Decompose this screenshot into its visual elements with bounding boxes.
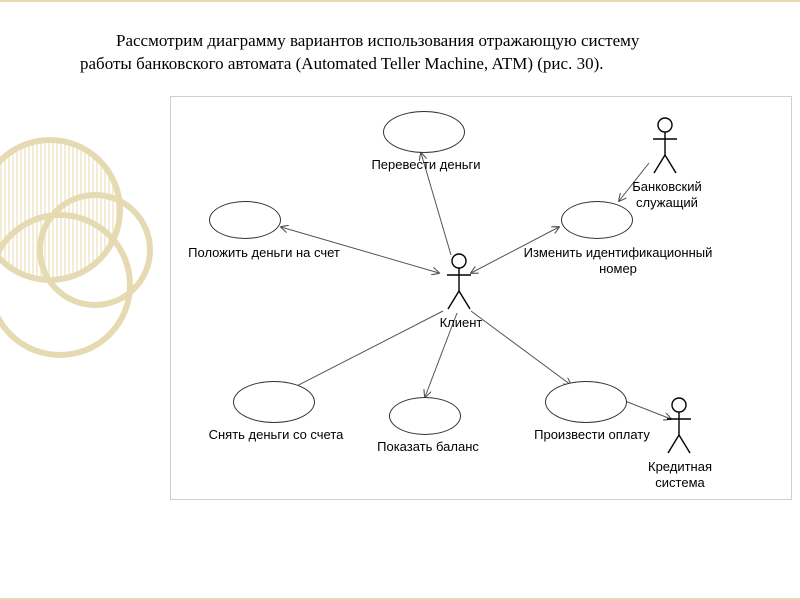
label-actor-client: Клиент bbox=[431, 315, 491, 331]
actor-client bbox=[445, 253, 473, 311]
label-deposit: Положить деньги на счет bbox=[179, 245, 349, 261]
usecase-transfer bbox=[383, 111, 465, 153]
decorative-swirl-icon bbox=[0, 120, 160, 385]
paragraph-line2: работы банковского автомата (Automated T… bbox=[80, 54, 603, 73]
stick-figure-icon bbox=[445, 253, 473, 311]
slide: Рассмотрим диаграмму вариантов использов… bbox=[0, 0, 800, 600]
label-transfer: Перевести деньги bbox=[351, 157, 501, 173]
usecase-pay bbox=[545, 381, 627, 423]
label-pay: Произвести оплату bbox=[517, 427, 667, 443]
stick-figure-icon bbox=[665, 397, 693, 455]
use-case-diagram: Перевести деньги Положить деньги на счет… bbox=[170, 96, 792, 500]
label-actor-clerk: Банковский служащий bbox=[617, 179, 717, 210]
actor-credit bbox=[665, 397, 693, 455]
edge-client-withdraw bbox=[283, 311, 443, 393]
intro-paragraph: Рассмотрим диаграмму вариантов использов… bbox=[80, 30, 760, 76]
label-actor-credit: Кредитная система bbox=[635, 459, 725, 490]
slide-accent-top bbox=[0, 0, 800, 2]
usecase-balance bbox=[389, 397, 461, 435]
usecase-withdraw bbox=[233, 381, 315, 423]
usecase-deposit bbox=[209, 201, 281, 239]
label-balance: Показать баланс bbox=[363, 439, 493, 455]
label-withdraw: Снять деньги со счета bbox=[201, 427, 351, 443]
stick-figure-icon bbox=[651, 117, 679, 175]
paragraph-line1: Рассмотрим диаграмму вариантов использов… bbox=[116, 31, 639, 50]
label-changepin: Изменить идентификационный номер bbox=[523, 245, 713, 276]
actor-clerk bbox=[651, 117, 679, 175]
